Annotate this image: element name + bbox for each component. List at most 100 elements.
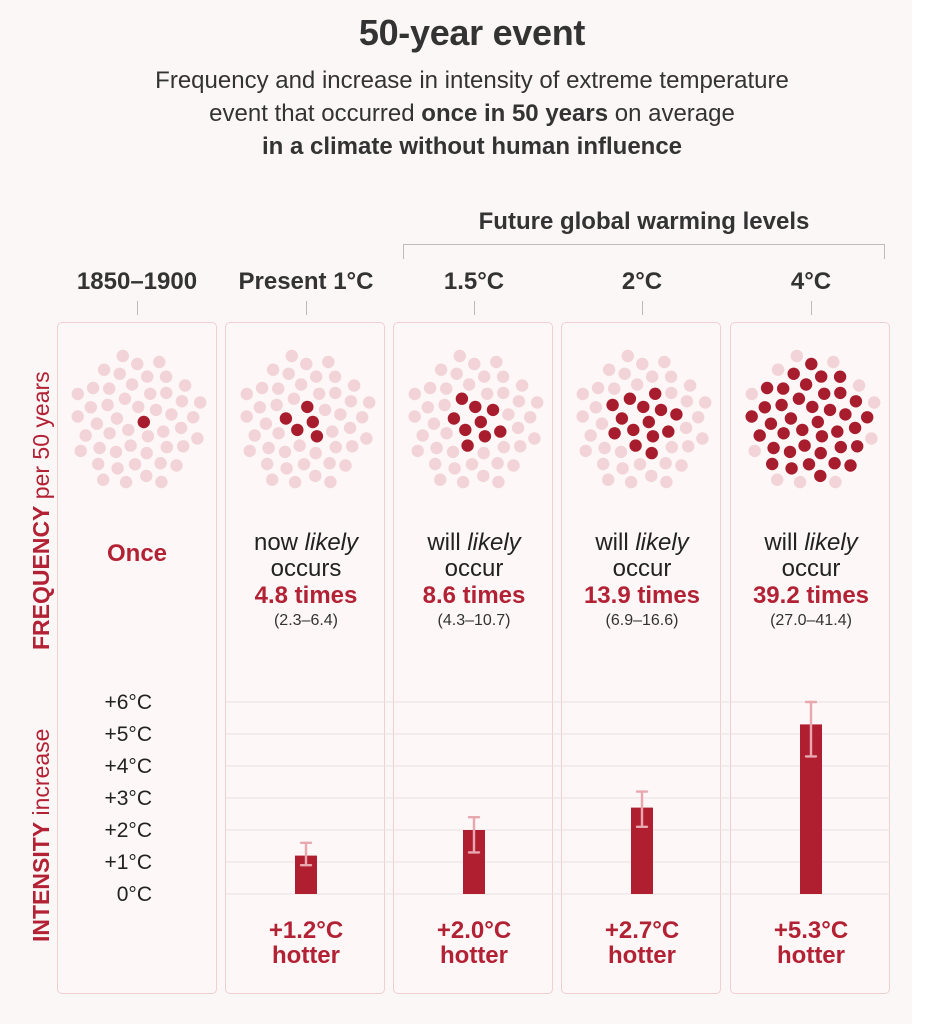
event-dot-occurring: [745, 410, 758, 423]
event-dot-empty: [478, 370, 491, 383]
event-dot-occurring: [805, 357, 818, 371]
intensity-bar-2: [463, 830, 485, 894]
event-dot-empty: [477, 446, 490, 460]
event-dot-empty: [621, 349, 634, 363]
event-dot-occurring: [753, 429, 766, 442]
hotter-value: +2.7°C: [604, 917, 680, 944]
event-dot-empty: [421, 401, 434, 414]
frequency-times: 13.9 times: [583, 582, 701, 609]
future-warming-label: Future global warming levels: [478, 208, 810, 235]
event-dot-occurring: [828, 457, 841, 470]
event-dot-empty: [116, 349, 129, 363]
event-dot-empty: [680, 395, 694, 408]
event-dot-empty: [624, 475, 638, 489]
frequency-phrase-line2: occur: [444, 555, 504, 582]
event-dot-occurring: [310, 430, 324, 443]
event-dot-occurring: [831, 425, 844, 438]
intensity-bar-3: [631, 807, 653, 894]
event-dot-empty: [309, 469, 322, 483]
event-dot-empty: [497, 386, 510, 400]
event-dot-occurring: [787, 367, 800, 380]
event-dot-empty: [194, 396, 207, 409]
event-dot-empty: [124, 439, 137, 452]
event-dot-empty: [512, 395, 526, 408]
event-dot-occurring: [833, 370, 847, 383]
event-dot-empty: [240, 410, 253, 423]
frequency-phrase-italic: likely: [804, 529, 858, 556]
event-dot-empty: [328, 370, 342, 383]
subtitle-line-2-pre: event that occurred: [209, 100, 422, 127]
event-dot-empty: [679, 421, 693, 435]
event-dot-empty: [645, 469, 658, 483]
event-dot-empty: [852, 379, 866, 392]
frequency-phrase-pre: will: [427, 529, 468, 556]
event-dot-occurring: [627, 423, 640, 437]
event-dot-occurring: [606, 398, 619, 412]
event-dot-empty: [576, 387, 589, 401]
frequency-once: Once: [106, 540, 168, 567]
event-dot-empty: [294, 378, 308, 391]
y-tick-label: 0°C: [117, 883, 152, 906]
event-dot-empty: [434, 363, 448, 376]
event-dot-empty: [159, 370, 173, 383]
event-dot-empty: [84, 401, 98, 414]
event-dot-empty: [165, 408, 178, 421]
event-dot-empty: [584, 429, 597, 442]
frequency-phrase-pre: now: [253, 529, 305, 556]
frequency-text-1: now likely occurs 4.8 times (2.3–6.4): [222, 530, 390, 630]
frequency-text-2: will likely occur 8.6 times (4.3–10.7): [390, 530, 558, 630]
event-dot-empty: [125, 378, 139, 391]
hotter-word: hotter: [608, 942, 676, 969]
frequency-range: (6.9–16.6): [605, 612, 679, 629]
event-dot-empty: [154, 457, 167, 470]
event-dot-empty: [636, 357, 649, 371]
frequency-times: 4.8 times: [254, 582, 358, 609]
frequency-range: (2.3–6.4): [273, 612, 339, 629]
frequency-phrase-line2: occur: [781, 555, 841, 582]
event-dot-empty: [149, 403, 163, 417]
event-dot-empty: [595, 417, 609, 430]
event-dot-empty: [103, 427, 116, 440]
event-dot-empty: [477, 469, 490, 483]
event-dot-empty: [608, 382, 621, 395]
event-dot-empty: [468, 357, 481, 371]
event-dot-empty: [440, 382, 453, 395]
event-dot-empty: [300, 357, 313, 371]
event-dot-empty: [675, 459, 688, 472]
event-dot-occurring: [785, 462, 798, 475]
event-dot-empty: [682, 440, 695, 453]
event-dot-occurring: [814, 446, 827, 460]
frequency-phrase: will likely: [390, 530, 558, 556]
event-dot-empty: [491, 457, 504, 470]
frequency-phrase: will likely: [558, 530, 726, 556]
column-header-0: 1850–1900: [76, 268, 198, 295]
event-dot-empty: [187, 411, 200, 424]
frequency-phrase-italic: likely: [467, 529, 521, 556]
event-dot-empty: [71, 410, 84, 423]
event-dot-occurring: [447, 412, 461, 425]
event-dot-empty: [793, 475, 807, 489]
event-dot-empty: [748, 444, 761, 458]
event-dot-occurring: [279, 412, 293, 425]
event-dot-empty: [101, 398, 114, 412]
event-dot-empty: [423, 381, 437, 395]
event-dot-occurring: [654, 403, 668, 417]
event-dot-empty: [446, 445, 460, 459]
event-dot-occurring: [811, 415, 824, 429]
event-dot-occurring: [766, 457, 779, 471]
column-header-tick: [474, 301, 475, 315]
event-dot-empty: [322, 355, 335, 369]
event-dot-empty: [528, 432, 541, 445]
event-dot-empty: [132, 400, 145, 414]
event-dot-empty: [630, 378, 644, 391]
event-dot-empty: [174, 421, 188, 435]
event-dot-occurring: [455, 392, 469, 405]
event-dot-occurring: [775, 398, 788, 412]
event-dot-occurring: [486, 403, 500, 417]
event-dot-occurring: [792, 392, 806, 405]
event-dot-empty: [79, 429, 92, 442]
event-dot-empty: [141, 430, 155, 443]
event-dot-occurring: [777, 427, 790, 440]
event-dot-empty: [293, 439, 306, 452]
